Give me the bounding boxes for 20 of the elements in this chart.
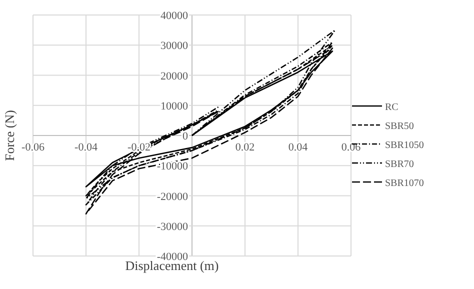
y-tick-label: 40000 (160, 10, 188, 22)
x-tick-label: 0.06 (341, 142, 362, 154)
y-axis-title: Force (N) (2, 110, 17, 161)
legend-label: SBR70 (385, 159, 414, 170)
y-tick-label: 10000 (160, 100, 188, 112)
x-tick-label: 0.04 (288, 142, 308, 154)
y-tick-label: -40000 (156, 251, 188, 263)
legend-label: RC (385, 102, 399, 113)
legend-label: SBR50 (385, 121, 414, 132)
y-tick-label: 0 (182, 130, 188, 142)
x-tick-label: -0.06 (22, 142, 45, 154)
y-tick-label: -10000 (156, 160, 188, 173)
legend-label: SBR1050 (385, 140, 424, 151)
y-tick-label: 20000 (160, 70, 188, 82)
x-tick-label: 0.02 (235, 142, 255, 154)
y-tick-label: -30000 (156, 220, 188, 233)
legend-label: SBR1070 (385, 178, 424, 189)
x-tick-label: -0.04 (74, 142, 98, 154)
y-tick-label: 30000 (160, 40, 188, 52)
y-tick-label: -20000 (156, 190, 188, 203)
